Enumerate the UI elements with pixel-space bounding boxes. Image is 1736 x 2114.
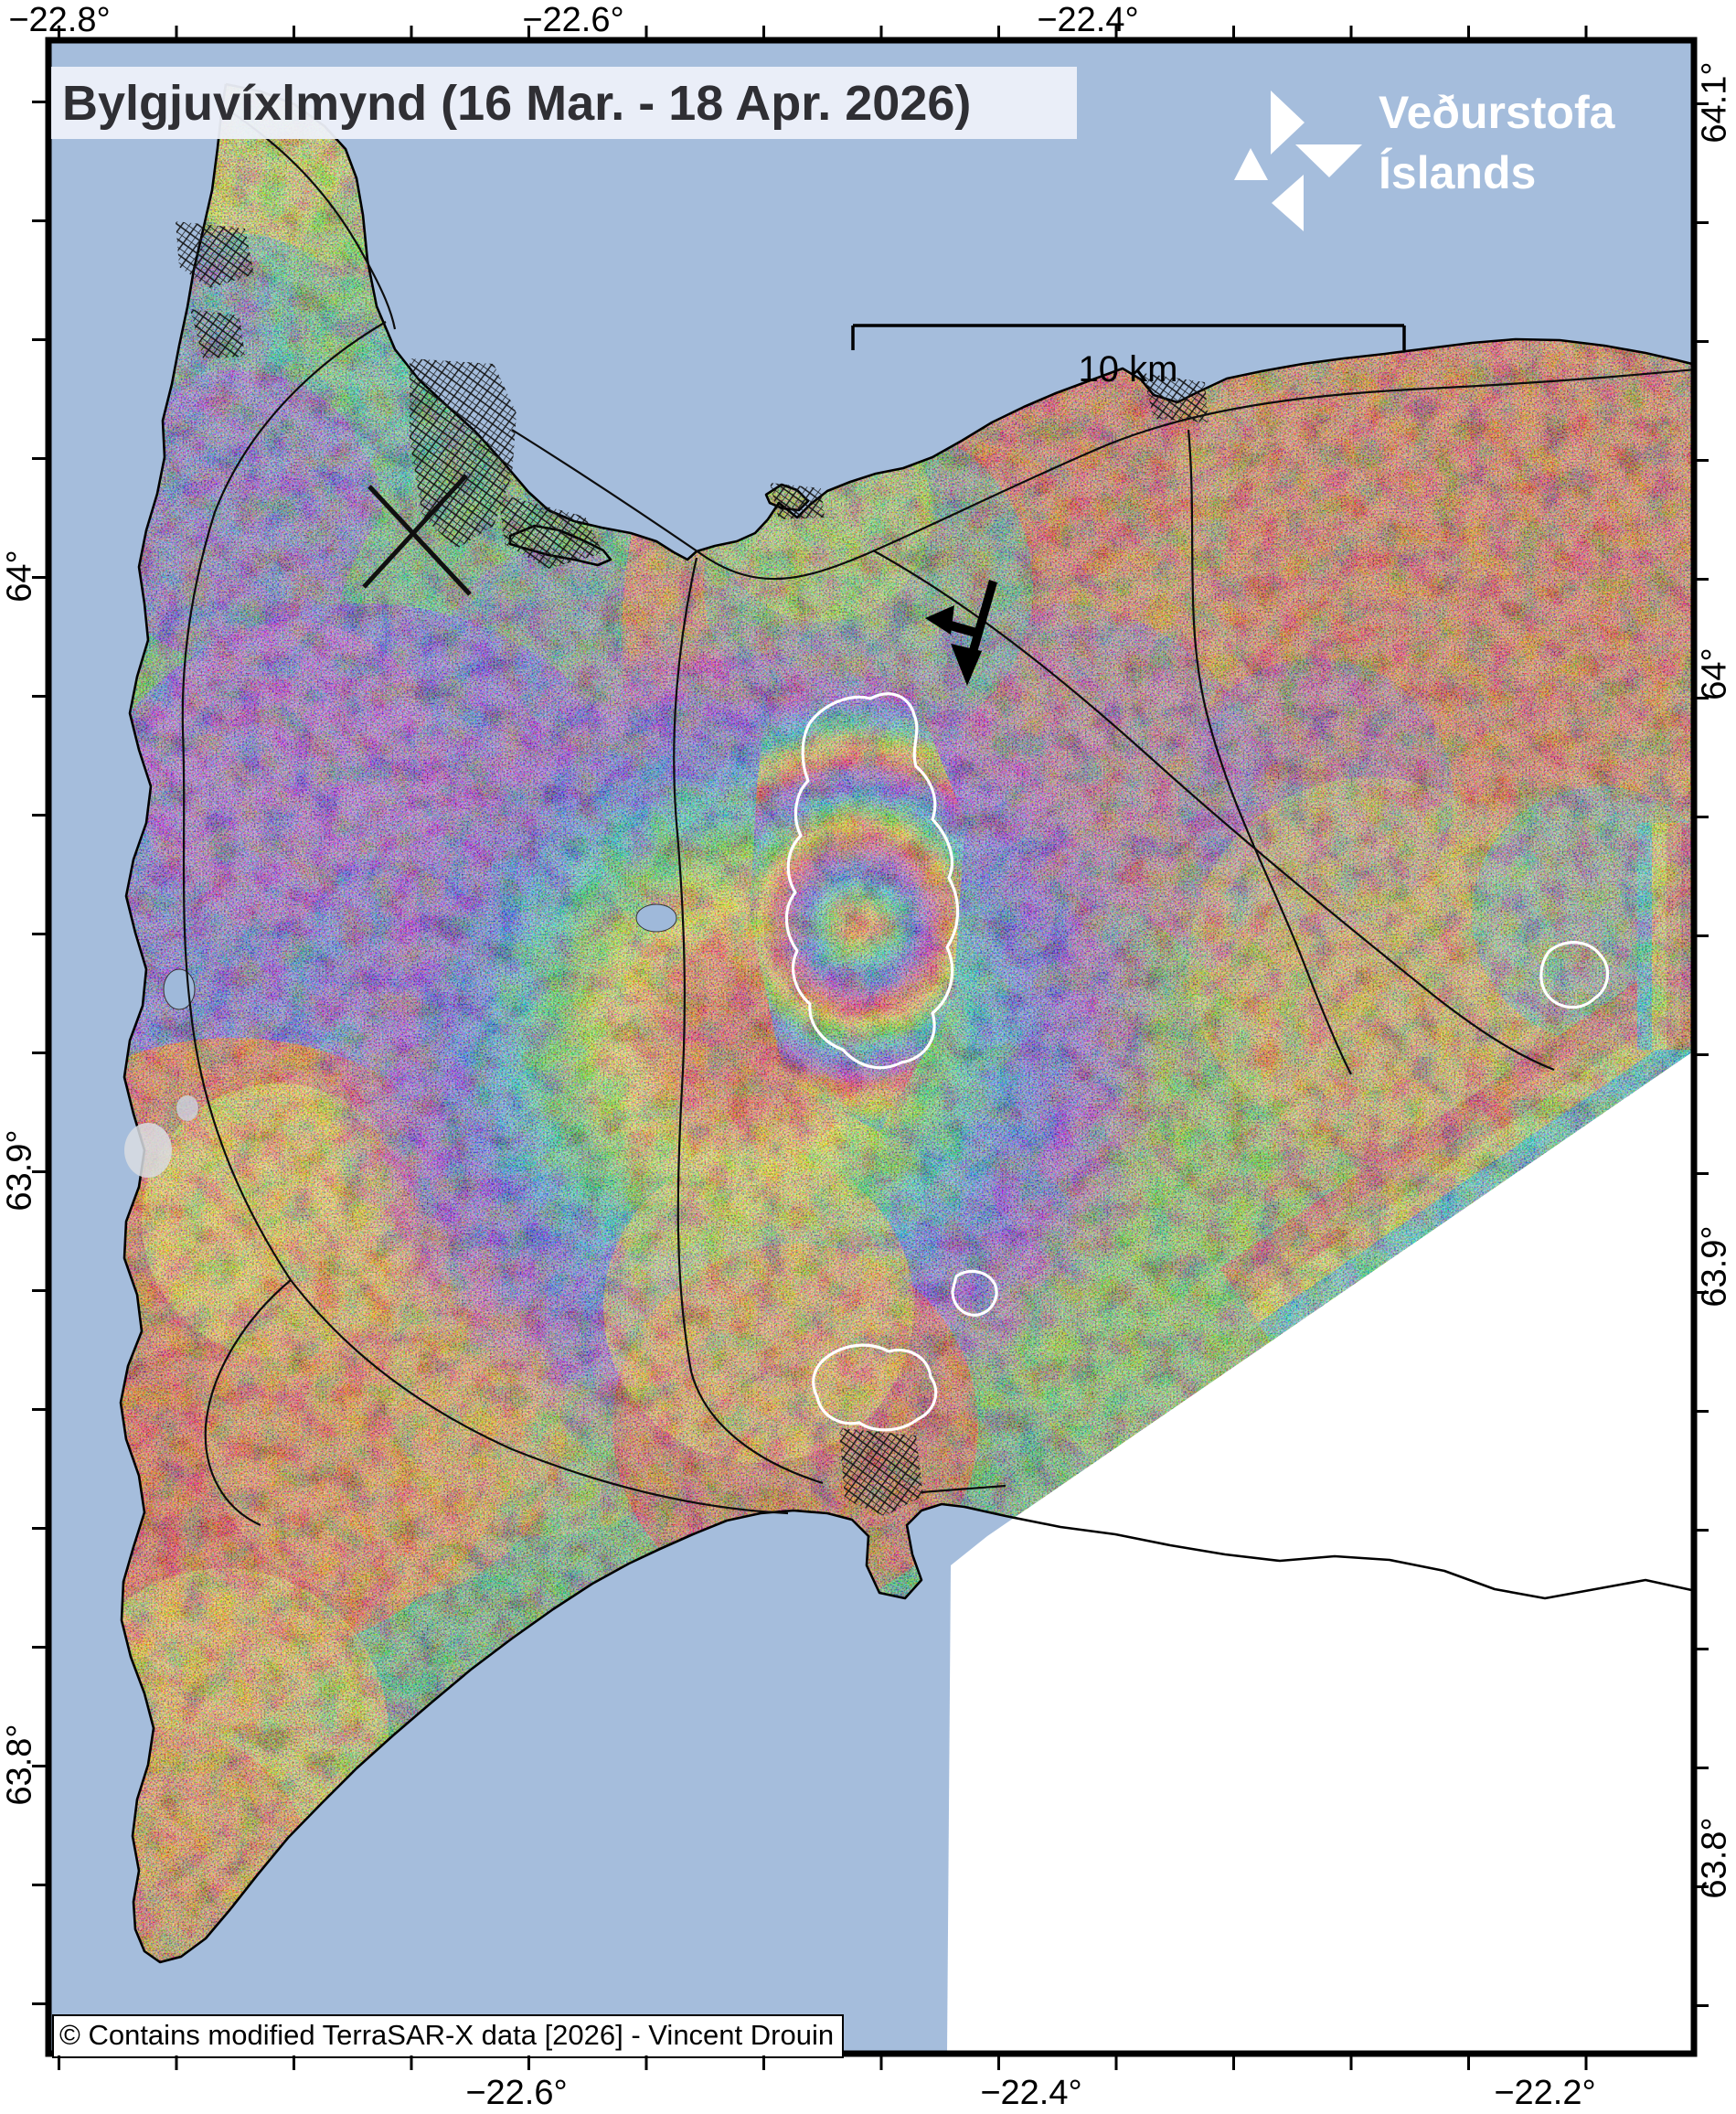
- lava-flow-outlines: [784, 692, 1610, 1432]
- top-axis-ticks: [58, 26, 1694, 40]
- right-axis-label: 64°: [1695, 647, 1734, 700]
- flight-direction-arrow: [951, 580, 997, 686]
- credit-bar: © Contains modified TerraSAR-X data [202…: [52, 2014, 845, 2058]
- logo-text-line2: Íslands: [1379, 147, 1537, 198]
- logo-text-line1: Veðurstofa: [1379, 87, 1615, 138]
- left-axis-ticks: [32, 40, 47, 2054]
- right-axis-label: 64.1°: [1695, 61, 1734, 144]
- roads: [181, 107, 1694, 1527]
- no-data-swath: [947, 1050, 1696, 2054]
- right-axis-label: 63.9°: [1695, 1225, 1734, 1308]
- look-direction-arrow: [925, 605, 980, 638]
- top-axis-label: −22.8°: [8, 1, 111, 39]
- map-title-box: Bylgjuvíxlmynd (16 Mar. - 18 Apr. 2026): [51, 67, 1077, 139]
- right-axis-label: 63.8°: [1695, 1817, 1734, 1899]
- airport-runways: [362, 474, 472, 596]
- left-axis-label: 63.9°: [0, 1129, 39, 1212]
- town-street-grids: [176, 221, 1209, 1516]
- bottom-axis-label: −22.4°: [980, 2074, 1082, 2112]
- scale-bar-label: 10 km: [1078, 349, 1178, 390]
- scale-bar: [851, 324, 1406, 350]
- vedurstofa-logo-icon: [1234, 91, 1362, 231]
- top-axis-label: −22.6°: [522, 1, 624, 39]
- left-axis-label: 64°: [0, 550, 39, 603]
- bottom-axis-label: −22.2°: [1494, 2074, 1596, 2112]
- bottom-axis-label: −22.6°: [465, 2074, 568, 2112]
- top-axis-label: −22.4°: [1037, 1, 1139, 39]
- bottom-axis-ticks: [58, 2055, 1694, 2070]
- left-axis-label: 63.8°: [0, 1724, 39, 1806]
- right-axis-ticks: [1694, 40, 1709, 2054]
- map-title: Bylgjuvíxlmynd (16 Mar. - 18 Apr. 2026): [62, 75, 972, 131]
- credit-text: © Contains modified TerraSAR-X data [202…: [59, 2019, 835, 2051]
